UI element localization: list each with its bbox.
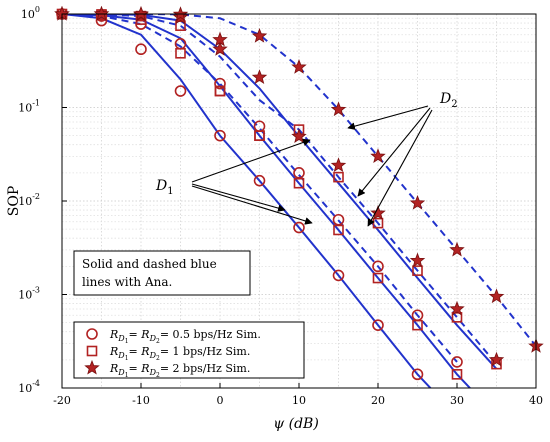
x-tick-label: -20 bbox=[53, 394, 71, 407]
sim-point-star bbox=[93, 5, 110, 21]
series-line-solid-circle bbox=[62, 14, 432, 388]
sim-point-square bbox=[372, 272, 384, 284]
note-box: Solid and dashed blue lines with Ana. bbox=[73, 250, 251, 296]
x-tick-label: 30 bbox=[450, 394, 464, 407]
x-tick-label: 0 bbox=[217, 394, 224, 407]
note-line-2: lines with Ana. bbox=[82, 275, 172, 289]
x-tick-label: 10 bbox=[292, 394, 306, 407]
legend-marker-star bbox=[84, 359, 100, 375]
sim-point-star bbox=[291, 59, 307, 74]
svg-text:D1: D1 bbox=[155, 178, 174, 197]
d2-subscript: 2 bbox=[451, 99, 457, 110]
annotation-arrow bbox=[191, 185, 313, 225]
legend-label: RD1= RD2= 0.5 bps/Hz Sim. bbox=[109, 328, 261, 345]
x-axis-ticks: -20 -10 0 10 20 30 40 bbox=[53, 383, 543, 407]
sim-point-star bbox=[409, 252, 426, 268]
y-axis-ticks: 100 10-1 10-2 10-3 10-4 bbox=[18, 5, 67, 395]
sim-point-star bbox=[370, 205, 386, 220]
sim-point-star bbox=[291, 128, 307, 144]
annotation-arrow bbox=[367, 109, 433, 227]
legend-marker-square bbox=[86, 345, 98, 357]
sim-point-square bbox=[412, 265, 423, 276]
annotation-arrows bbox=[191, 105, 433, 227]
sim-point-circle bbox=[214, 77, 226, 90]
annotation-d2: D2 bbox=[439, 91, 458, 110]
sim-point-square bbox=[333, 224, 344, 236]
sim-point-star bbox=[212, 41, 228, 56]
d2-label: D bbox=[439, 91, 451, 107]
y-tick-label: 10-4 bbox=[18, 379, 40, 395]
sim-point-star bbox=[133, 5, 149, 21]
series-line-dashed-circle bbox=[62, 14, 458, 363]
annotation-arrow bbox=[347, 105, 429, 130]
x-axis-label: ψ (dB) bbox=[273, 416, 319, 432]
y-axis-label: SOP bbox=[6, 186, 22, 217]
series-line-dashed-square bbox=[62, 14, 498, 365]
note-line-1: Solid and dashed blue bbox=[82, 257, 217, 271]
annotation-d1: D1 bbox=[155, 178, 174, 197]
sim-point-star bbox=[330, 157, 347, 173]
sim-point-square bbox=[293, 177, 305, 189]
sim-point-circle bbox=[214, 129, 226, 142]
sim-point-circle bbox=[293, 221, 305, 234]
sim-point-star bbox=[488, 288, 505, 304]
sim-point-circle bbox=[451, 356, 463, 368]
x-tick-label: 40 bbox=[529, 394, 543, 407]
sim-point-circle bbox=[372, 260, 384, 273]
sim-point-square bbox=[451, 369, 463, 380]
sim-point-star bbox=[251, 28, 268, 43]
legend-label: RD1= RD2= 1 bps/Hz Sim. bbox=[109, 345, 250, 362]
sim-point-circle bbox=[174, 85, 187, 97]
sim-point-star bbox=[370, 148, 386, 163]
sim-point-star bbox=[409, 194, 426, 210]
sim-point-circle bbox=[135, 43, 147, 56]
sim-point-circle bbox=[253, 174, 266, 187]
sim-point-square bbox=[451, 312, 463, 323]
sim-point-square bbox=[412, 319, 423, 331]
svg-text:D2: D2 bbox=[439, 91, 458, 110]
legend-label: RD1= RD2= 2 bps/Hz Sim. bbox=[109, 362, 250, 379]
annotation-arrow bbox=[191, 138, 311, 183]
sim-point-star bbox=[488, 351, 505, 367]
sim-point-square bbox=[175, 47, 186, 59]
sim-point-star bbox=[212, 31, 228, 47]
x-tick-label: 20 bbox=[371, 394, 385, 407]
sim-point-square bbox=[214, 85, 226, 97]
sim-point-star bbox=[449, 300, 465, 316]
sim-point-circle bbox=[372, 319, 384, 331]
legend-marker-circle bbox=[86, 328, 98, 340]
simulation-points bbox=[54, 5, 544, 381]
legend: RD1= RD2= 0.5 bps/Hz Sim.RD1= RD2= 1 bps… bbox=[73, 321, 305, 379]
sim-point-circle bbox=[332, 269, 345, 282]
sim-point-star bbox=[251, 69, 268, 84]
sim-point-star bbox=[449, 241, 465, 257]
d1-label: D bbox=[155, 178, 167, 194]
sim-point-star bbox=[330, 101, 347, 117]
series-line-solid-square bbox=[62, 14, 472, 388]
y-tick-label: 10-2 bbox=[18, 192, 40, 208]
sim-point-circle bbox=[293, 167, 305, 179]
y-tick-label: 100 bbox=[21, 5, 40, 21]
sim-point-square bbox=[254, 130, 265, 141]
y-tick-label: 10-1 bbox=[18, 99, 40, 115]
annotation-arrow bbox=[357, 107, 431, 197]
sim-point-square bbox=[333, 171, 344, 183]
d1-subscript: 1 bbox=[167, 186, 173, 197]
sim-point-square bbox=[175, 20, 186, 31]
sim-point-circle bbox=[411, 368, 424, 381]
y-tick-label: 10-3 bbox=[18, 286, 40, 302]
annotation-arrow bbox=[191, 183, 286, 212]
x-tick-label: -10 bbox=[132, 394, 150, 407]
